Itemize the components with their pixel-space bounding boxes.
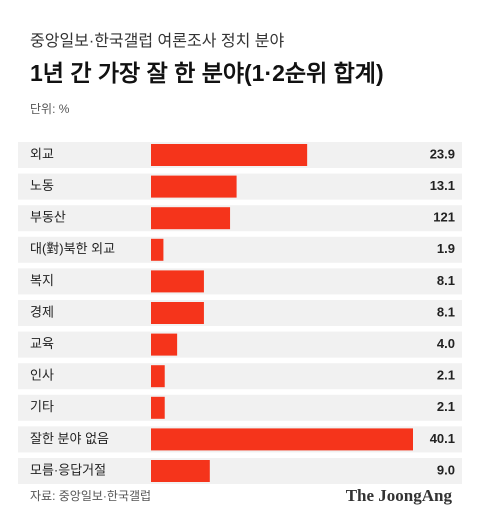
bar <box>151 302 204 324</box>
value-label: 8.1 <box>437 273 455 288</box>
bar <box>151 270 204 293</box>
value-label: 9.0 <box>437 462 455 477</box>
bar <box>151 175 237 198</box>
row-band <box>18 236 462 263</box>
row-band <box>18 394 462 421</box>
category-label: 외교 <box>30 146 54 161</box>
category-label: 모름·응답거절 <box>30 462 106 477</box>
value-label: 1.9 <box>437 241 455 256</box>
unit-note: 단위: % <box>30 102 70 116</box>
value-label: 40.1 <box>430 431 455 446</box>
bar <box>151 238 164 261</box>
bar <box>151 144 308 166</box>
category-label: 잘한 분야 없음 <box>30 431 109 446</box>
value-label: 121 <box>433 210 455 225</box>
value-label: 23.9 <box>430 146 455 161</box>
value-label: 2.1 <box>437 368 455 383</box>
value-label: 4.0 <box>437 336 455 351</box>
bar <box>151 207 231 230</box>
row-band <box>18 458 462 484</box>
bar <box>151 428 413 451</box>
row-band <box>18 268 462 295</box>
category-label: 복지 <box>30 273 54 288</box>
brand-logo: The JoongAng <box>346 486 453 505</box>
value-label: 2.1 <box>437 399 455 414</box>
category-label: 노동 <box>30 178 54 193</box>
category-label: 경제 <box>30 304 54 319</box>
row-band <box>18 363 462 390</box>
category-label: 부동산 <box>30 210 66 225</box>
bar <box>151 333 178 356</box>
category-label: 기타 <box>30 399 54 414</box>
value-label: 13.1 <box>430 178 455 193</box>
category-label: 대(對)북한 외교 <box>30 241 115 256</box>
bar <box>151 365 165 388</box>
row-band <box>18 173 462 200</box>
chart-subtitle: 중앙일보·한국갤럽 여론조사 정치 분야 <box>30 32 284 50</box>
row-band <box>18 331 462 358</box>
category-label: 교육 <box>30 336 54 351</box>
row-band <box>18 205 462 232</box>
source-note: 자료: 중앙일보·한국갤럽 <box>30 489 151 503</box>
value-label: 8.1 <box>437 304 455 319</box>
row-band <box>18 300 462 326</box>
category-label: 인사 <box>30 368 54 383</box>
bar <box>151 460 210 482</box>
chart-title: 1년 간 가장 잘 한 분야(1·2순위 합계) <box>30 60 384 86</box>
bar <box>151 396 165 419</box>
